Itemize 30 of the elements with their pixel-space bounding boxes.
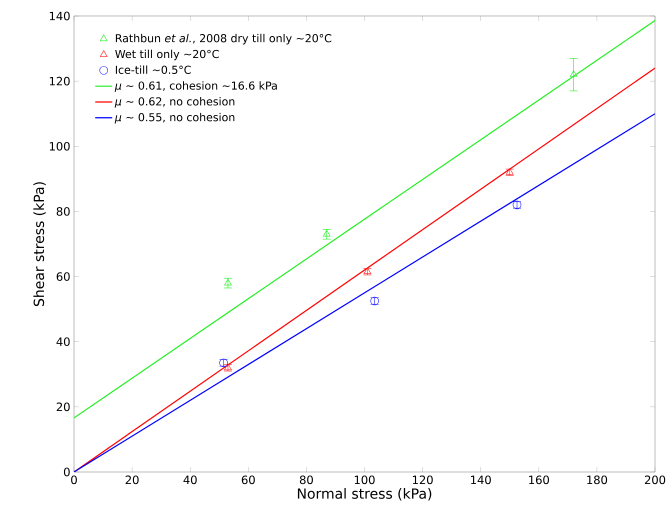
y-tick-label: 100 (50, 142, 70, 151)
legend-label: μ ~ 0.62, no cohesion (114, 97, 234, 108)
y-tick-label: 60 (56, 272, 70, 281)
y-tick-label: 120 (50, 76, 70, 86)
legend-label: Ice-till ~0.5°C (116, 65, 191, 74)
y-tick-label: 80 (56, 207, 70, 216)
x-tick-label: 40 (183, 476, 197, 484)
point (224, 278, 232, 286)
x-tick-label: 60 (242, 476, 255, 484)
x-tick-label: 160 (529, 476, 549, 484)
point (570, 70, 578, 77)
legend-label: Rathbun et al., 2008 dry till only ~20°C (116, 34, 332, 44)
x-axis-title: Normal stress (kPa) (298, 488, 432, 500)
x-tick-label: 0 (71, 476, 77, 484)
y-tick-label: 20 (56, 402, 70, 412)
x-tick-label: 100 (354, 476, 375, 484)
x-tick-label: 200 (644, 476, 666, 484)
y-tick-label: 0 (64, 468, 70, 476)
y-axis-title: Shear stress (kPa) (33, 182, 46, 306)
y-tick-label: 40 (56, 337, 70, 346)
x-tick-label: 20 (126, 476, 139, 484)
legend-label: μ ~ 0.55, no cohesion (114, 112, 234, 124)
legend-label: μ ~ 0.61, cohesion ~16.6 kPa (114, 81, 277, 92)
point (322, 230, 331, 237)
x-tick-label: 80 (300, 476, 313, 484)
x-tick-label: 140 (471, 476, 491, 484)
x-tick-label: 120 (412, 476, 433, 484)
x-tick-label: 180 (587, 476, 608, 484)
y-tick-label: 140 (50, 12, 70, 20)
legend-label: Wet till only ~20°C (115, 50, 219, 60)
